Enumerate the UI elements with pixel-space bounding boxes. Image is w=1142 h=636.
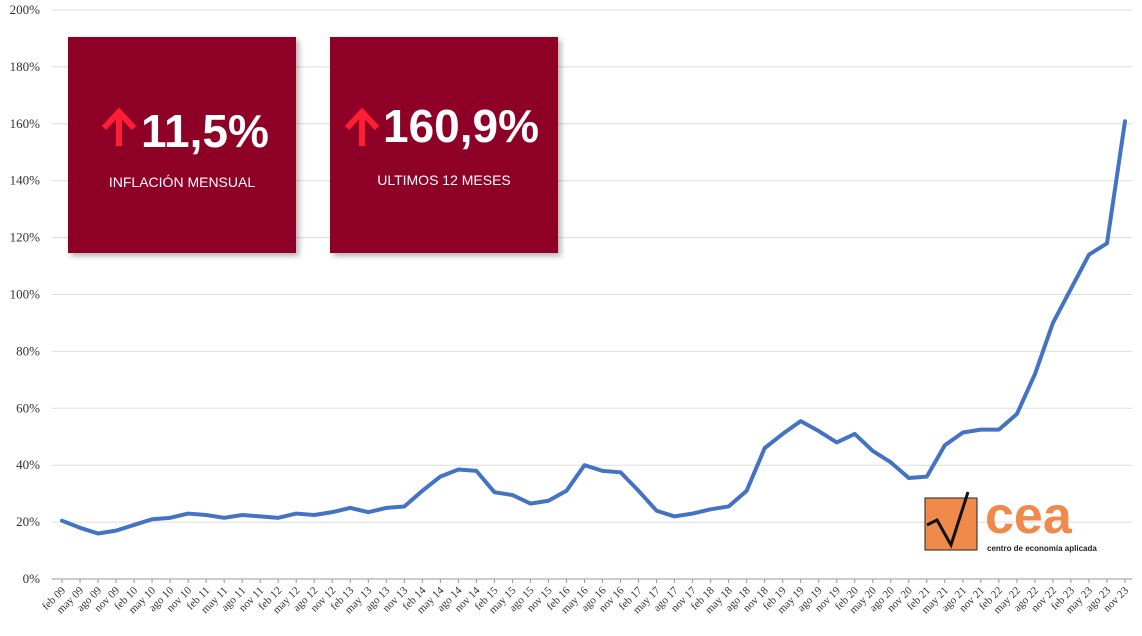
card-label: INFLACIÓN MENSUAL — [109, 174, 255, 190]
line — [60, 119, 1127, 536]
y-tick-label: 180% — [10, 59, 41, 74]
logo: cea centro de economía aplicada — [924, 487, 1097, 553]
card-label: ULTIMOS 12 MESES — [377, 172, 511, 188]
y-tick-label: 140% — [10, 173, 41, 188]
y-tick-label: 160% — [10, 116, 41, 131]
card — [330, 37, 558, 253]
card-value: 11,5% — [141, 105, 269, 157]
card — [68, 37, 296, 253]
arrow-icon — [101, 107, 137, 146]
logo-subtitle: centro de economía aplicada — [987, 544, 1097, 553]
logo-icon — [926, 491, 970, 549]
y-tick-label: 60% — [16, 400, 40, 415]
y-tick-label: 100% — [10, 287, 41, 302]
arrow-icon — [344, 107, 380, 146]
card-value: 160,9% — [383, 100, 539, 152]
y-tick-label: 40% — [16, 457, 40, 472]
y-tick-label: 80% — [16, 343, 40, 358]
cards: 11,5% INFLACIÓN MENSUAL 160,9% ULTIMOS 1… — [68, 37, 558, 253]
y-tick-label: 200% — [10, 2, 41, 17]
logo-text: cea — [985, 487, 1073, 545]
y-tick-label: 120% — [10, 230, 41, 245]
y-tick-label: 0% — [23, 571, 41, 586]
y-tick-label: 20% — [16, 514, 40, 529]
